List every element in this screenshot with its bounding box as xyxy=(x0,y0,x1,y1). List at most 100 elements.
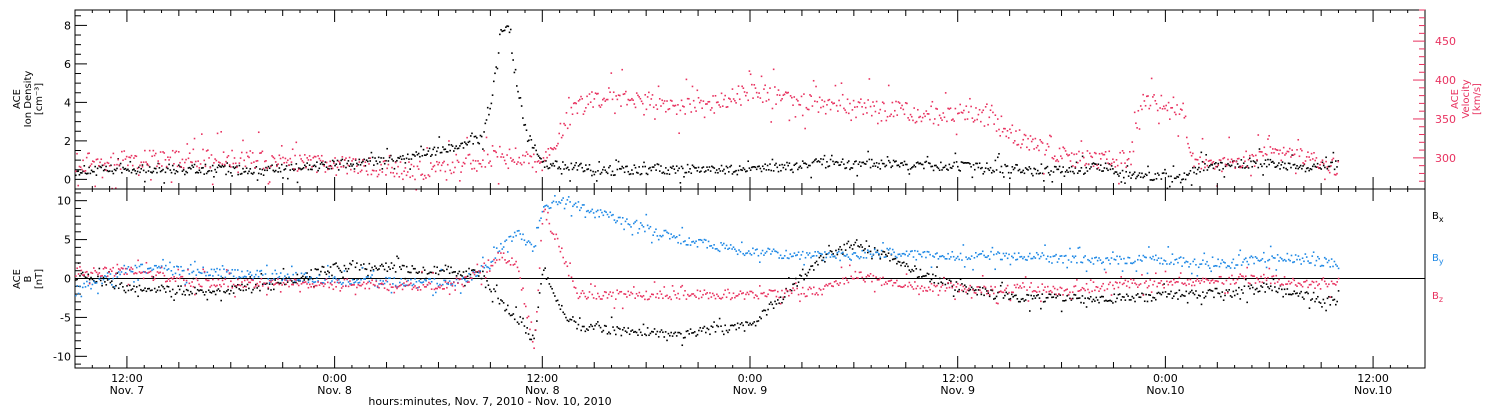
data-point xyxy=(1098,152,1101,155)
data-point xyxy=(735,328,738,331)
data-point xyxy=(1096,286,1099,289)
data-point xyxy=(523,124,525,126)
data-point xyxy=(759,97,762,99)
data-point xyxy=(525,243,527,246)
data-point xyxy=(184,294,186,296)
data-point xyxy=(520,105,523,107)
data-point xyxy=(965,105,968,107)
data-point xyxy=(508,148,511,151)
data-point xyxy=(1187,174,1189,176)
data-point xyxy=(1152,283,1154,286)
data-point xyxy=(446,151,449,153)
data-point xyxy=(177,266,180,268)
data-point xyxy=(114,187,117,189)
data-point xyxy=(703,289,706,292)
data-point xyxy=(402,154,404,157)
data-point xyxy=(752,247,754,250)
data-point xyxy=(702,293,704,296)
data-point xyxy=(1012,256,1014,259)
data-point xyxy=(670,331,672,334)
data-point xyxy=(944,283,947,286)
data-point xyxy=(526,327,528,329)
data-point xyxy=(502,30,505,32)
data-point xyxy=(621,216,624,219)
data-point xyxy=(76,267,78,270)
data-point xyxy=(927,251,930,253)
data-point xyxy=(417,286,419,289)
data-point xyxy=(629,99,632,101)
data-point xyxy=(418,280,420,282)
data-point xyxy=(810,265,812,268)
data-point xyxy=(414,278,416,280)
data-point xyxy=(537,306,540,309)
data-point xyxy=(1282,166,1285,169)
data-point xyxy=(159,170,162,173)
data-point xyxy=(1101,262,1103,265)
data-point xyxy=(1290,254,1293,257)
data-point xyxy=(1005,252,1008,255)
data-point xyxy=(1211,279,1214,281)
data-point xyxy=(1318,257,1320,260)
data-point xyxy=(255,283,257,286)
data-point xyxy=(1143,100,1146,102)
data-point xyxy=(216,289,218,292)
data-point xyxy=(1229,165,1232,168)
data-point xyxy=(325,161,328,164)
data-point xyxy=(130,270,132,273)
data-point xyxy=(699,238,702,241)
data-point xyxy=(950,282,952,284)
data-point xyxy=(822,158,825,161)
data-point xyxy=(214,293,217,296)
data-point xyxy=(1029,286,1031,289)
data-point xyxy=(1224,163,1227,166)
data-point xyxy=(1207,160,1210,162)
data-point xyxy=(531,146,534,149)
data-point xyxy=(318,284,321,286)
data-point xyxy=(858,271,861,274)
data-point xyxy=(593,173,596,176)
data-point xyxy=(590,283,592,285)
data-point xyxy=(1296,258,1298,261)
data-point xyxy=(929,253,931,256)
data-point xyxy=(1330,258,1333,260)
data-point xyxy=(425,277,427,280)
data-point xyxy=(635,292,638,295)
data-point xyxy=(667,232,670,235)
data-point xyxy=(930,105,932,108)
data-point xyxy=(946,168,948,170)
data-point xyxy=(1006,293,1009,295)
data-point xyxy=(783,93,786,96)
data-point xyxy=(1297,138,1300,141)
data-point xyxy=(158,162,161,165)
data-point xyxy=(515,234,517,237)
velocity-tick-label: 300 xyxy=(1435,152,1456,165)
data-point xyxy=(148,149,151,152)
data-point xyxy=(1244,167,1246,169)
data-point xyxy=(1166,187,1169,190)
data-point xyxy=(1260,285,1262,287)
data-point xyxy=(681,284,684,287)
data-point xyxy=(640,172,643,175)
data-point xyxy=(1020,298,1023,301)
data-point xyxy=(927,113,930,115)
data-point xyxy=(568,169,570,171)
data-point xyxy=(289,169,292,171)
data-point xyxy=(368,262,371,265)
data-point xyxy=(442,162,444,164)
data-point xyxy=(633,286,635,288)
data-point xyxy=(1074,294,1077,296)
data-point xyxy=(1264,261,1266,263)
data-point xyxy=(1121,169,1124,172)
data-point xyxy=(523,303,526,305)
data-point xyxy=(587,209,589,212)
data-point xyxy=(1136,127,1138,129)
data-point xyxy=(806,252,808,254)
data-point xyxy=(151,289,153,291)
data-point xyxy=(128,156,130,159)
data-point xyxy=(642,323,645,326)
data-point xyxy=(203,270,206,273)
data-point xyxy=(1038,257,1041,260)
data-point xyxy=(861,249,864,252)
data-point xyxy=(797,293,800,296)
data-point xyxy=(293,280,296,283)
